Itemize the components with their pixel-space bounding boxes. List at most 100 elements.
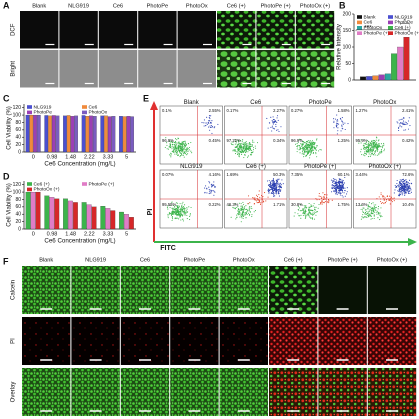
event-dot — [388, 195, 391, 197]
event-dot — [182, 150, 184, 152]
event-dot — [393, 197, 395, 199]
event-dot — [408, 187, 410, 190]
event-dot — [181, 148, 183, 150]
event-dot — [401, 194, 403, 196]
event-dot — [303, 141, 305, 143]
event-dot — [208, 115, 211, 117]
event-dot — [273, 122, 275, 124]
y-axis-title: Relative Intensity — [337, 24, 343, 70]
event-dot — [377, 145, 379, 147]
bar — [384, 73, 391, 81]
event-dot — [380, 192, 382, 194]
event-dot — [308, 206, 310, 208]
bar — [378, 74, 385, 81]
event-dot — [361, 154, 363, 156]
bar — [122, 116, 127, 153]
event-dot — [249, 202, 251, 204]
event-dot — [344, 195, 346, 197]
event-dot — [172, 213, 174, 215]
event-dot — [167, 215, 169, 217]
x-tick-label: 5 — [125, 231, 128, 237]
bar — [33, 114, 37, 153]
event-dot — [238, 152, 240, 154]
event-dot — [241, 139, 243, 141]
event-dot — [239, 143, 242, 145]
event-dot — [181, 149, 183, 151]
event-dot — [170, 154, 172, 156]
event-dot — [185, 144, 187, 146]
panel-label: E — [143, 93, 149, 103]
event-dot — [272, 178, 274, 180]
dcf-image — [138, 11, 177, 49]
event-dot — [184, 210, 186, 212]
event-dot — [374, 207, 376, 209]
event-dot — [321, 197, 323, 200]
event-dot — [323, 202, 325, 204]
event-dot — [396, 121, 398, 123]
event-dot — [343, 192, 345, 194]
event-dot — [381, 152, 383, 154]
event-dot — [175, 205, 177, 207]
event-dot — [260, 202, 262, 204]
event-dot — [399, 190, 401, 192]
event-dot — [210, 190, 212, 192]
event-dot — [240, 215, 242, 217]
significance-bracket — [355, 29, 410, 32]
event-dot — [370, 149, 372, 151]
event-dot — [314, 142, 316, 144]
y-tick-label: 100 — [13, 112, 22, 118]
event-dot — [402, 187, 404, 189]
event-dot — [368, 146, 370, 149]
event-dot — [240, 205, 242, 207]
event-dot — [184, 151, 186, 153]
plot-title: PhotoOx — [373, 100, 396, 106]
event-dot — [182, 201, 184, 203]
event-dot — [186, 214, 188, 216]
event-dot — [254, 197, 256, 199]
event-dot — [409, 124, 411, 127]
event-dot — [304, 149, 306, 151]
event-dot — [323, 195, 325, 197]
event-dot — [401, 126, 403, 128]
event-dot — [174, 213, 176, 215]
event-dot — [400, 187, 402, 189]
event-dot — [175, 202, 177, 204]
event-dot — [318, 192, 320, 195]
event-dot — [375, 204, 377, 206]
event-dot — [344, 122, 346, 124]
event-dot — [303, 147, 305, 149]
event-dot — [184, 140, 186, 142]
event-dot — [303, 213, 305, 215]
micrograph — [367, 368, 417, 416]
event-dot — [378, 154, 380, 156]
event-dot — [180, 219, 182, 221]
event-dot — [276, 121, 278, 124]
event-dot — [302, 152, 304, 154]
micrograph — [170, 266, 219, 314]
event-dot — [241, 214, 243, 216]
event-dot — [373, 209, 375, 211]
event-dot — [184, 208, 186, 210]
event-dot — [188, 149, 190, 151]
event-dot — [338, 184, 340, 186]
event-dot — [182, 142, 184, 144]
event-dot — [396, 182, 398, 185]
event-dot — [280, 185, 282, 187]
event-dot — [244, 152, 246, 154]
event-dot — [369, 151, 371, 153]
event-dot — [313, 144, 316, 146]
event-dot — [310, 144, 312, 146]
event-dot — [370, 203, 373, 205]
event-dot — [238, 141, 240, 143]
event-dot — [271, 183, 273, 185]
event-dot — [367, 207, 369, 209]
event-dot — [309, 144, 311, 146]
event-dot — [239, 145, 241, 147]
event-dot — [407, 192, 409, 194]
event-dot — [264, 192, 266, 194]
event-dot — [364, 151, 366, 153]
event-dot — [300, 204, 302, 206]
event-dot — [383, 196, 385, 198]
event-dot — [328, 200, 330, 202]
event-dot — [333, 189, 335, 191]
